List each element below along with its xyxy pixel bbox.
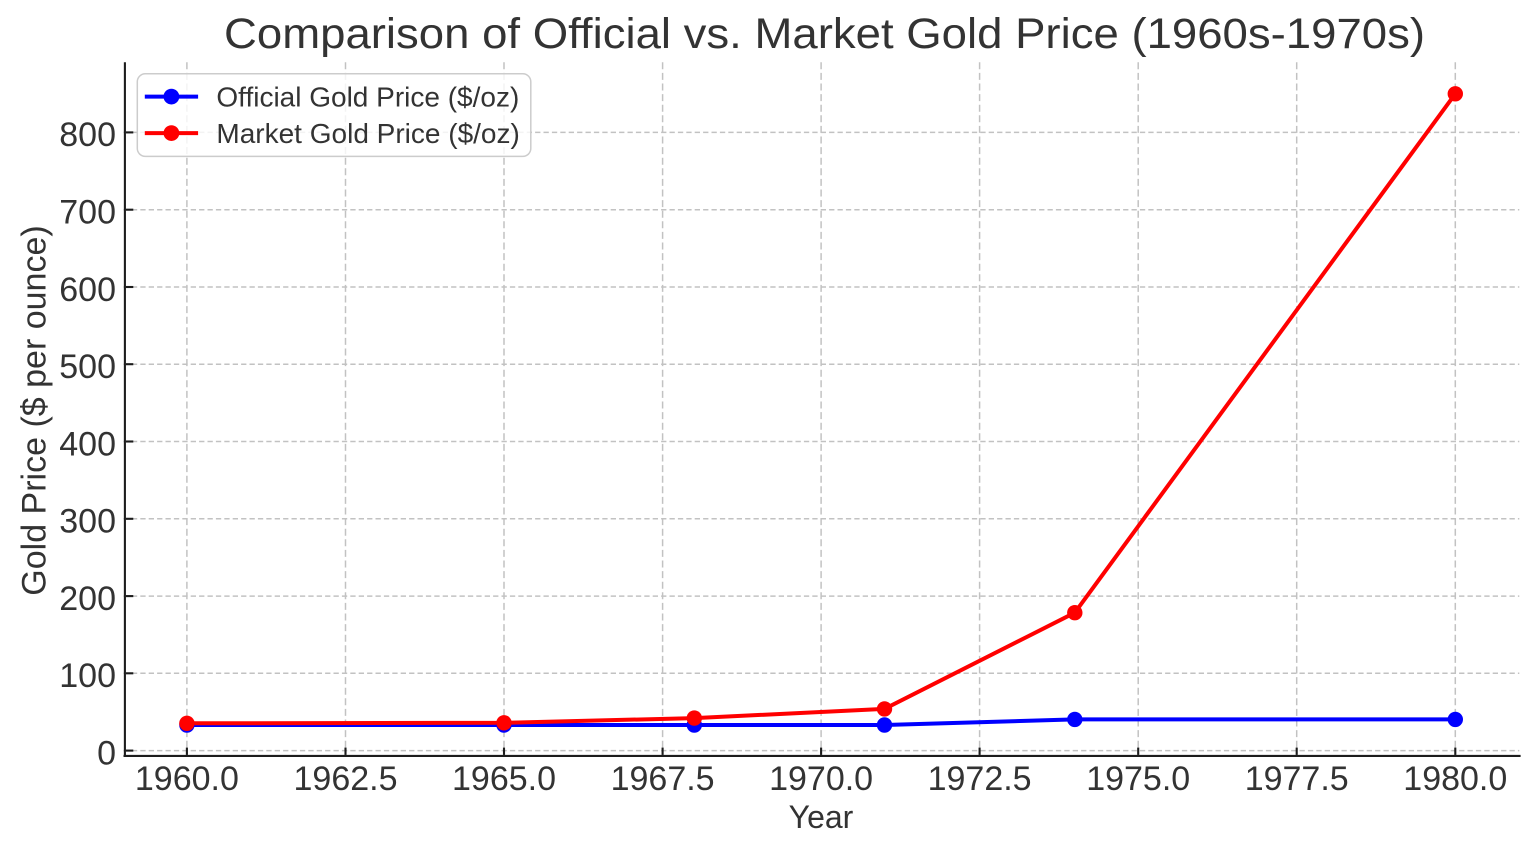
svg-text:1970.0: 1970.0 [769, 760, 873, 798]
svg-text:400: 400 [59, 425, 116, 463]
svg-text:500: 500 [59, 348, 116, 386]
svg-text:300: 300 [59, 503, 116, 541]
svg-text:1975.0: 1975.0 [1086, 760, 1190, 798]
svg-text:1980.0: 1980.0 [1403, 760, 1507, 798]
svg-text:1965.0: 1965.0 [452, 760, 556, 798]
svg-text:1960.0: 1960.0 [135, 760, 239, 798]
svg-text:1967.5: 1967.5 [611, 760, 715, 798]
svg-text:700: 700 [59, 194, 116, 232]
svg-text:1972.5: 1972.5 [928, 760, 1032, 798]
svg-text:100: 100 [59, 657, 116, 695]
svg-text:Year: Year [789, 799, 854, 835]
svg-text:200: 200 [59, 580, 116, 618]
svg-text:Official Gold Price ($/oz): Official Gold Price ($/oz) [216, 82, 519, 113]
svg-text:1962.5: 1962.5 [294, 760, 398, 798]
svg-text:600: 600 [59, 271, 116, 309]
svg-text:0: 0 [97, 734, 116, 772]
svg-text:Gold Price ($ per ounce): Gold Price ($ per ounce) [16, 225, 54, 595]
svg-text:Comparison of Official vs. Mar: Comparison of Official vs. Market Gold P… [224, 11, 1425, 58]
svg-text:1977.5: 1977.5 [1245, 760, 1349, 798]
svg-text:800: 800 [59, 116, 116, 154]
svg-text:Market Gold Price ($/oz): Market Gold Price ($/oz) [216, 118, 519, 149]
